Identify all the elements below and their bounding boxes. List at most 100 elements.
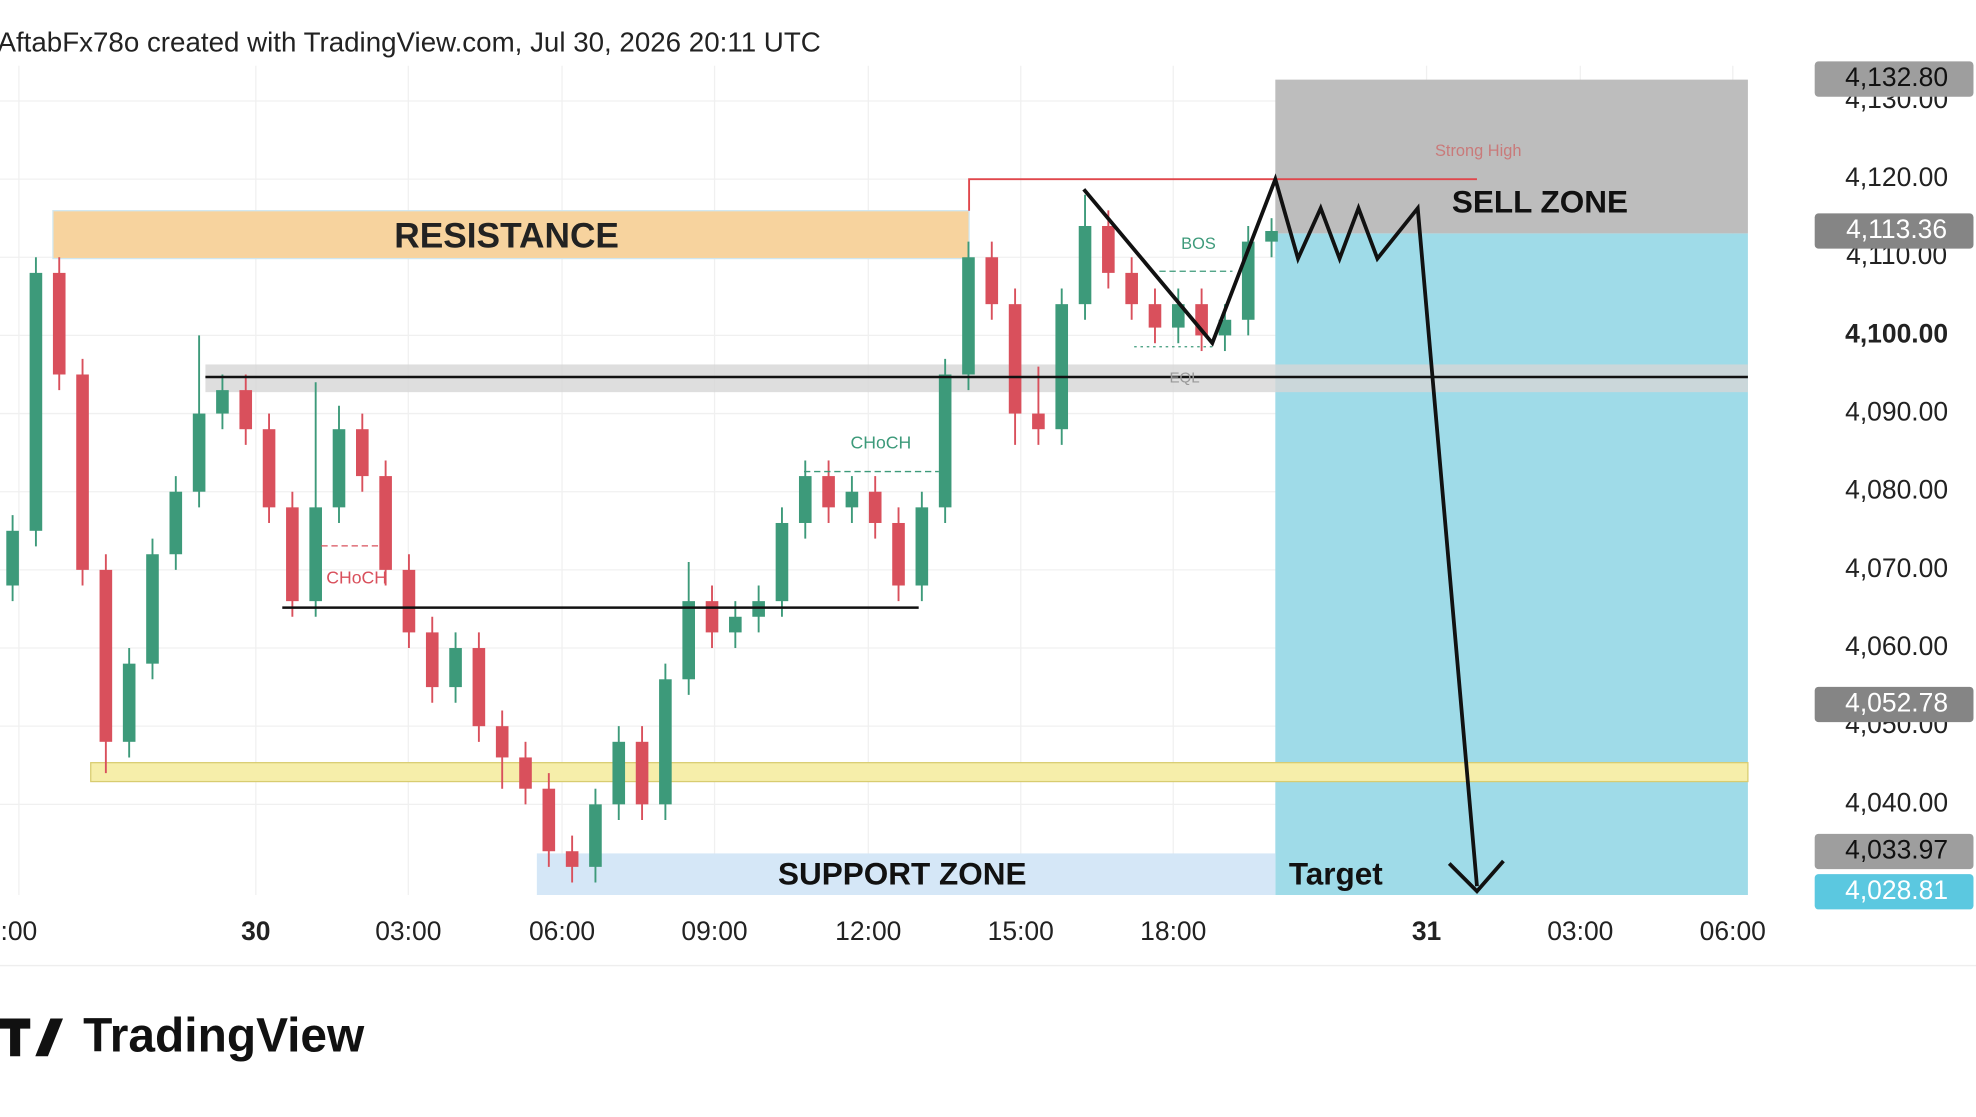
- candle-body: [472, 648, 486, 727]
- candle-body: [425, 632, 439, 688]
- resistance-box: [52, 210, 970, 260]
- projection-path: [1082, 173, 1479, 887]
- short-zone: [1275, 233, 1748, 895]
- candle-body: [216, 390, 229, 414]
- candle-body: [729, 616, 742, 633]
- y-tick-label: 4,100.00: [1845, 318, 1948, 348]
- candle-body: [495, 726, 509, 758]
- choch-label: CHoCH: [851, 432, 912, 452]
- x-tick-label: 03:00: [1547, 916, 1613, 946]
- price-label: 4,132.80: [1845, 62, 1948, 92]
- candle-body: [752, 601, 765, 617]
- candle-body: [146, 554, 159, 664]
- eql-label: EQL: [1169, 369, 1199, 386]
- y-tick-label: 4,040.00: [1845, 787, 1948, 817]
- candle-body: [915, 507, 929, 586]
- candle-body: [1125, 272, 1138, 305]
- candle-body: [99, 569, 113, 742]
- candle-body: [565, 851, 579, 867]
- candle-body: [962, 257, 975, 375]
- y-tick-label: 4,080.00: [1845, 475, 1948, 505]
- y-tick-label: 4,060.00: [1845, 631, 1948, 661]
- candle-body: [1032, 413, 1045, 430]
- price-badge: [1814, 61, 1974, 97]
- candle-body: [798, 476, 812, 523]
- x-tick-label: 30: [241, 916, 270, 946]
- candle-body: [542, 788, 556, 852]
- candle-body: [6, 530, 19, 586]
- candle-body: [76, 374, 89, 570]
- price-badge: [1814, 213, 1974, 249]
- candles: [6, 194, 1278, 883]
- x-tick-label: :00: [1, 916, 38, 946]
- candle-body: [775, 522, 789, 602]
- candle-body: [612, 741, 626, 805]
- candle-body: [589, 804, 602, 867]
- x-tick-label: 18:00: [1140, 916, 1206, 946]
- candle-body: [868, 491, 882, 523]
- header: AftabFx78o created with TradingView.com,…: [0, 27, 821, 58]
- strong-high-line: [968, 178, 1477, 211]
- candle-body: [402, 569, 416, 633]
- candle-body: [239, 390, 253, 430]
- candle-body: [332, 429, 346, 508]
- candle-body: [938, 374, 952, 508]
- candle-body: [1102, 225, 1115, 273]
- x-tick-label: 09:00: [681, 916, 747, 946]
- candle-body: [985, 257, 999, 305]
- support-band: [90, 762, 1749, 783]
- sell-zone-box: [1275, 79, 1748, 234]
- candle-body: [635, 741, 649, 805]
- price-label: 4,033.97: [1845, 834, 1948, 864]
- candle-body: [659, 679, 672, 805]
- sell-zone-label: SELL ZONE: [1452, 184, 1628, 220]
- bos-label: BOS: [1181, 235, 1216, 253]
- x-tick-label: 06:00: [529, 916, 595, 946]
- price-badge: [1814, 874, 1974, 910]
- candle-body: [169, 491, 183, 555]
- candle-body: [1008, 304, 1022, 414]
- candle-body: [1171, 304, 1185, 328]
- candle-body: [1055, 304, 1069, 430]
- price-label: 4,028.81: [1845, 875, 1948, 905]
- candle-body: [192, 413, 206, 492]
- x-tick-label: 03:00: [375, 916, 441, 946]
- candle-body: [29, 272, 43, 531]
- logo-mark: [0, 1018, 64, 1057]
- candle-body: [682, 601, 696, 680]
- support-zone-box: [536, 853, 1276, 895]
- candle-body: [309, 507, 322, 602]
- strong-high-label: Strong High: [1435, 142, 1521, 160]
- candle-body: [519, 757, 532, 789]
- axes: :00 30 03:00 06:00 09:00 12:00 15:00 18:00 31 03:…: [1, 61, 1974, 946]
- x-tick-label: 06:00: [1700, 916, 1766, 946]
- candle-body: [845, 491, 859, 508]
- choch-label: CHoCH: [326, 567, 387, 587]
- resistance-label: RESISTANCE: [394, 217, 619, 256]
- price-badge: [1814, 686, 1974, 723]
- candle-body: [262, 429, 276, 508]
- candle-body: [1148, 304, 1162, 328]
- support-zone-label: SUPPORT ZONE: [778, 855, 1027, 891]
- candle-body: [52, 272, 66, 375]
- x-tick-label: 31: [1412, 916, 1441, 946]
- arrow-head: [1447, 859, 1505, 894]
- candle-body: [892, 522, 905, 586]
- candle-body: [1265, 230, 1278, 242]
- candle-body: [822, 476, 835, 508]
- candle-body: [356, 429, 369, 477]
- candle-body: [705, 601, 719, 633]
- candle-body: [379, 476, 392, 570]
- target-label: Target: [1289, 855, 1383, 891]
- x-tick-label: 15:00: [988, 916, 1054, 946]
- price-label: 4,113.36: [1846, 214, 1947, 244]
- logo-text: TradingView: [83, 1009, 365, 1062]
- x-tick-label: 12:00: [835, 916, 901, 946]
- y-tick-label: 4,120.00: [1845, 162, 1948, 192]
- candle-body: [122, 663, 136, 742]
- price-label: 4,052.78: [1845, 687, 1948, 717]
- candle-body: [449, 648, 462, 688]
- candle-body: [1078, 225, 1092, 305]
